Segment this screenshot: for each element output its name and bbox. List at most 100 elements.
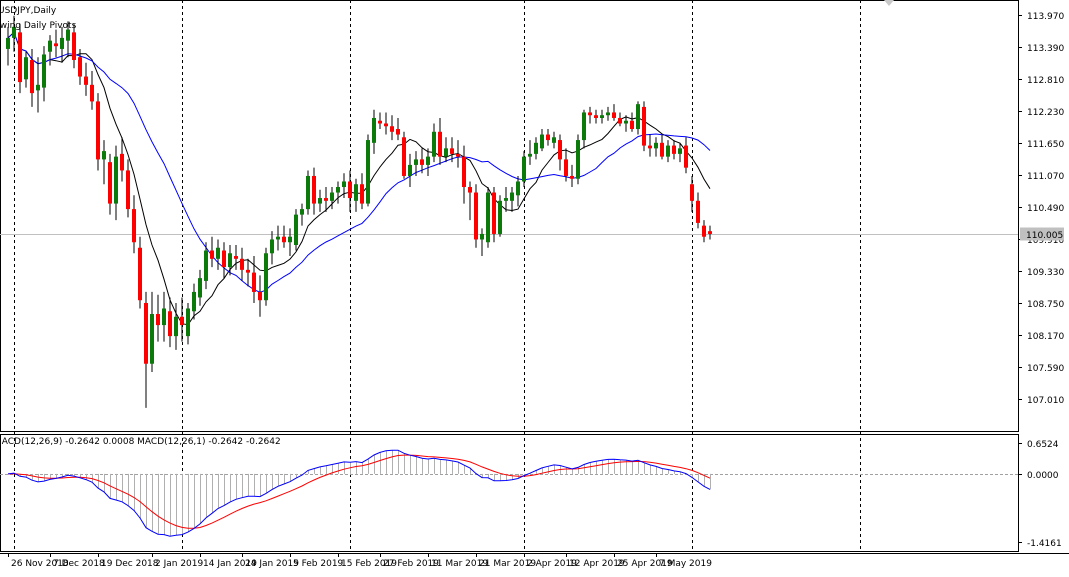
- candle-body: [150, 314, 154, 364]
- candle: [216, 239, 220, 270]
- candle-body: [282, 236, 286, 243]
- candle-body: [354, 184, 358, 201]
- candle: [114, 145, 118, 221]
- candle-body: [426, 156, 430, 165]
- candle-body: [78, 57, 82, 77]
- candle: [336, 181, 340, 204]
- candle: [228, 244, 232, 276]
- candle-body: [156, 314, 160, 326]
- time-axis-label: 19 Dec 2018: [101, 559, 159, 569]
- candle-body: [360, 184, 364, 204]
- candle-body: [696, 200, 700, 223]
- price-axis-label: 109.330: [1027, 268, 1064, 278]
- candle: [174, 302, 178, 350]
- candle-body: [138, 247, 142, 301]
- candle: [564, 148, 568, 182]
- candle: [546, 129, 550, 146]
- price-axis-label: 111.650: [1027, 140, 1064, 150]
- candle: [672, 140, 676, 160]
- candle: [420, 148, 424, 174]
- candle: [246, 258, 250, 287]
- candle: [696, 192, 700, 229]
- candle-body: [372, 117, 376, 143]
- current-price-tag: [1020, 227, 1064, 241]
- time-axis-label: 11 Mar 2019: [431, 559, 488, 569]
- candle-body: [630, 120, 634, 130]
- candle: [516, 175, 520, 207]
- candle: [306, 170, 310, 215]
- candle-body: [414, 159, 418, 165]
- time-axis-label: 5 Feb 2019: [293, 559, 344, 569]
- candle-body: [486, 192, 490, 243]
- candle: [180, 297, 184, 342]
- candle-body: [258, 291, 262, 301]
- time-axis-label: 12 Apr 2019: [569, 559, 625, 569]
- current-price-label: 110.005: [1026, 231, 1063, 241]
- candle: [318, 189, 322, 212]
- candle: [390, 115, 394, 141]
- ma-fast-line: [7, 31, 711, 326]
- candle: [240, 247, 244, 281]
- candle-body: [126, 170, 130, 210]
- candle: [24, 51, 28, 88]
- candle: [384, 112, 388, 135]
- candle-body: [192, 291, 196, 312]
- candle: [528, 140, 532, 165]
- ma-slow-line: [7, 31, 711, 293]
- macd-axis-label: -1.4161: [1027, 539, 1062, 549]
- candle: [534, 137, 538, 160]
- candle-body: [432, 131, 436, 157]
- candle: [600, 109, 604, 124]
- candle: [606, 106, 610, 121]
- candle-body: [120, 153, 124, 171]
- candle-body: [552, 137, 556, 143]
- candle-body: [324, 198, 328, 201]
- candle: [408, 153, 412, 188]
- candle: [132, 195, 136, 254]
- candle: [90, 71, 94, 110]
- candle-body: [210, 250, 214, 259]
- candle-body: [624, 120, 628, 124]
- price-axis-label: 112.810: [1027, 76, 1064, 86]
- time-axis-label: 25 Apr 2019: [617, 559, 673, 569]
- candle-body: [684, 145, 688, 168]
- scroll-marker-icon: [884, 0, 894, 6]
- macd-axis-label: 0.0000: [1027, 471, 1059, 481]
- candle: [78, 48, 82, 85]
- candle: [360, 173, 364, 210]
- symbol-title: USDJPY,Daily: [0, 6, 57, 16]
- candle: [270, 231, 274, 265]
- candle-body: [30, 59, 34, 94]
- candle: [462, 145, 466, 204]
- candle-body: [240, 258, 244, 270]
- candle: [660, 134, 664, 160]
- candle: [474, 184, 478, 248]
- candle-body: [222, 250, 226, 268]
- candle: [480, 228, 484, 257]
- candle: [138, 236, 142, 309]
- candle-body: [606, 112, 610, 116]
- price-axis-label: 107.010: [1027, 396, 1064, 406]
- candle-body: [66, 29, 70, 41]
- candle-body: [174, 316, 178, 337]
- candle-body: [516, 181, 520, 196]
- candle-body: [528, 153, 532, 157]
- candle: [150, 291, 154, 373]
- candle-body: [54, 43, 58, 47]
- candle-body: [450, 148, 454, 154]
- candle-body: [348, 181, 352, 199]
- candle-body: [708, 231, 712, 234]
- candle: [552, 131, 556, 149]
- candle: [588, 106, 592, 124]
- candle: [96, 93, 100, 171]
- candle: [576, 134, 580, 185]
- candle-body: [216, 247, 220, 259]
- time-axis-label: 21 Mar 2019: [479, 559, 536, 569]
- candle-body: [300, 209, 304, 215]
- time-axis-label: 27 Feb 2019: [383, 559, 439, 569]
- candle: [6, 26, 10, 66]
- candle-body: [60, 37, 64, 49]
- candle-body: [690, 184, 694, 201]
- candle: [108, 153, 112, 215]
- candle: [198, 269, 202, 306]
